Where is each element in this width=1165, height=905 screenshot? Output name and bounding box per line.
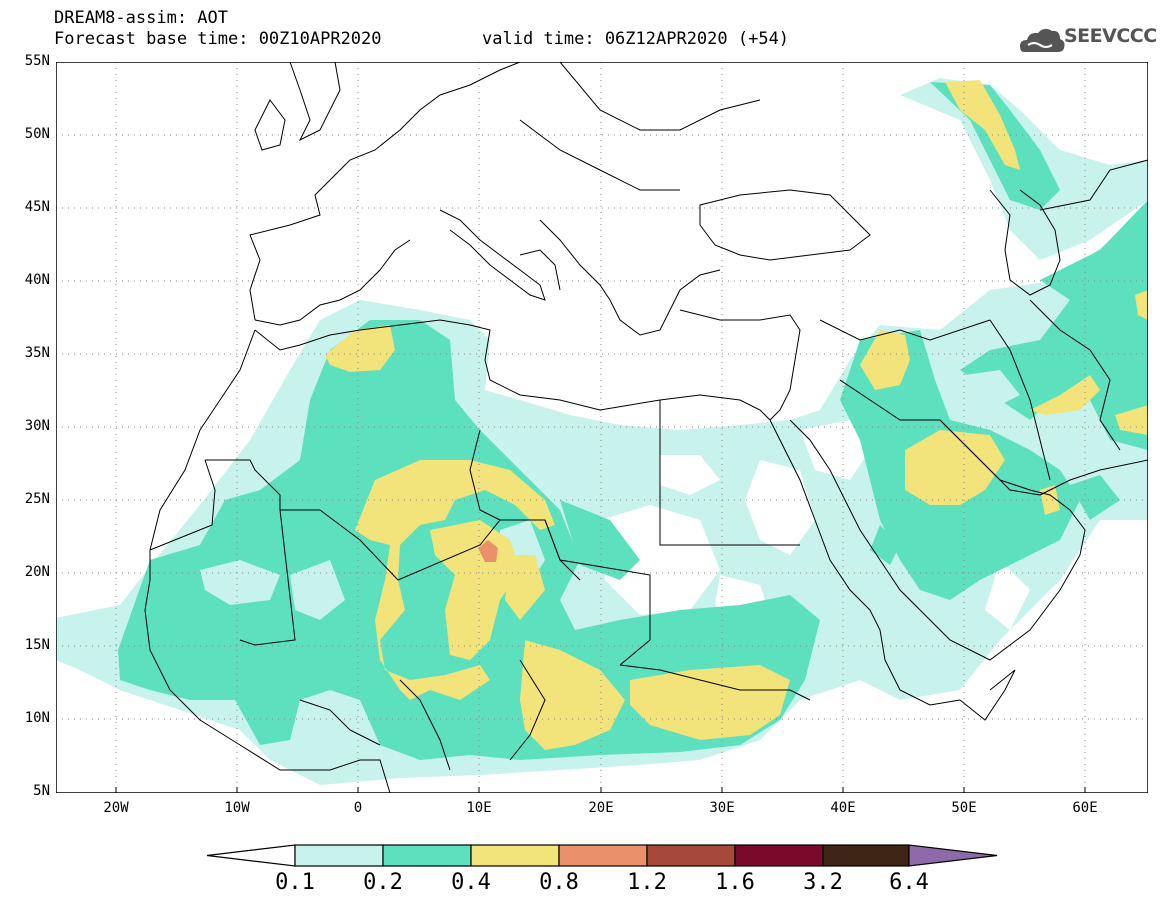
colorbar-bin-0.4 xyxy=(470,844,560,867)
colorbar-label: 6.4 xyxy=(889,870,929,895)
forecast-base-time: Forecast base time: 00Z10APR2020 xyxy=(54,29,382,49)
graticule xyxy=(56,62,1148,793)
colorbar xyxy=(206,844,998,867)
valid-time: valid time: 06Z12APR2020 (+54) xyxy=(482,29,790,49)
colorbar-bin-0.2 xyxy=(382,844,472,867)
logo-text: SEEVCCC xyxy=(1064,25,1157,47)
lat-label: 10N xyxy=(24,710,50,726)
colorbar-bin-3.2 xyxy=(822,844,910,867)
seevccc-logo xyxy=(1020,28,1065,52)
lon-label: 10W xyxy=(224,800,250,816)
colorbar-over-arrow xyxy=(908,844,998,867)
colorbar-label: 0.2 xyxy=(363,870,403,895)
lon-label: 40E xyxy=(830,800,856,816)
lon-label: 10E xyxy=(466,800,492,816)
lon-label: 50E xyxy=(951,800,977,816)
colorbar-label: 0.8 xyxy=(539,870,579,895)
lat-label: 20N xyxy=(24,564,50,580)
lat-label: 25N xyxy=(24,491,50,507)
lon-label: 20W xyxy=(103,800,129,816)
coastlines xyxy=(144,62,1148,793)
lat-label: 15N xyxy=(24,637,50,653)
colorbar-label: 3.2 xyxy=(803,870,843,895)
lon-label: 20E xyxy=(588,800,614,816)
colorbar-label: 0.1 xyxy=(275,870,315,895)
lon-label: 0 xyxy=(353,800,363,816)
lat-label: 45N xyxy=(24,199,50,215)
map-title: DREAM8-assim: AOT xyxy=(54,8,228,28)
lat-label: 5N xyxy=(33,783,50,799)
colorbar-bin-0.8 xyxy=(558,844,648,867)
colorbar-bin-1.6 xyxy=(734,844,824,867)
lon-label: 60E xyxy=(1072,800,1098,816)
lat-label: 35N xyxy=(24,345,50,361)
lat-label: 40N xyxy=(24,272,50,288)
lat-label: 30N xyxy=(24,418,50,434)
colorbar-label: 1.2 xyxy=(627,870,667,895)
lon-label: 30E xyxy=(709,800,735,816)
lat-label: 50N xyxy=(24,126,50,142)
colorbar-under-arrow xyxy=(206,844,296,867)
aot-field-0.4 xyxy=(325,80,1148,750)
colorbar-label: 0.4 xyxy=(451,870,491,895)
colorbar-label: 1.6 xyxy=(715,870,755,895)
lat-label: 55N xyxy=(24,53,50,69)
colorbar-bin-0.1 xyxy=(294,844,384,867)
colorbar-bin-1.2 xyxy=(646,844,736,867)
aot-field-0.8 xyxy=(478,540,498,562)
